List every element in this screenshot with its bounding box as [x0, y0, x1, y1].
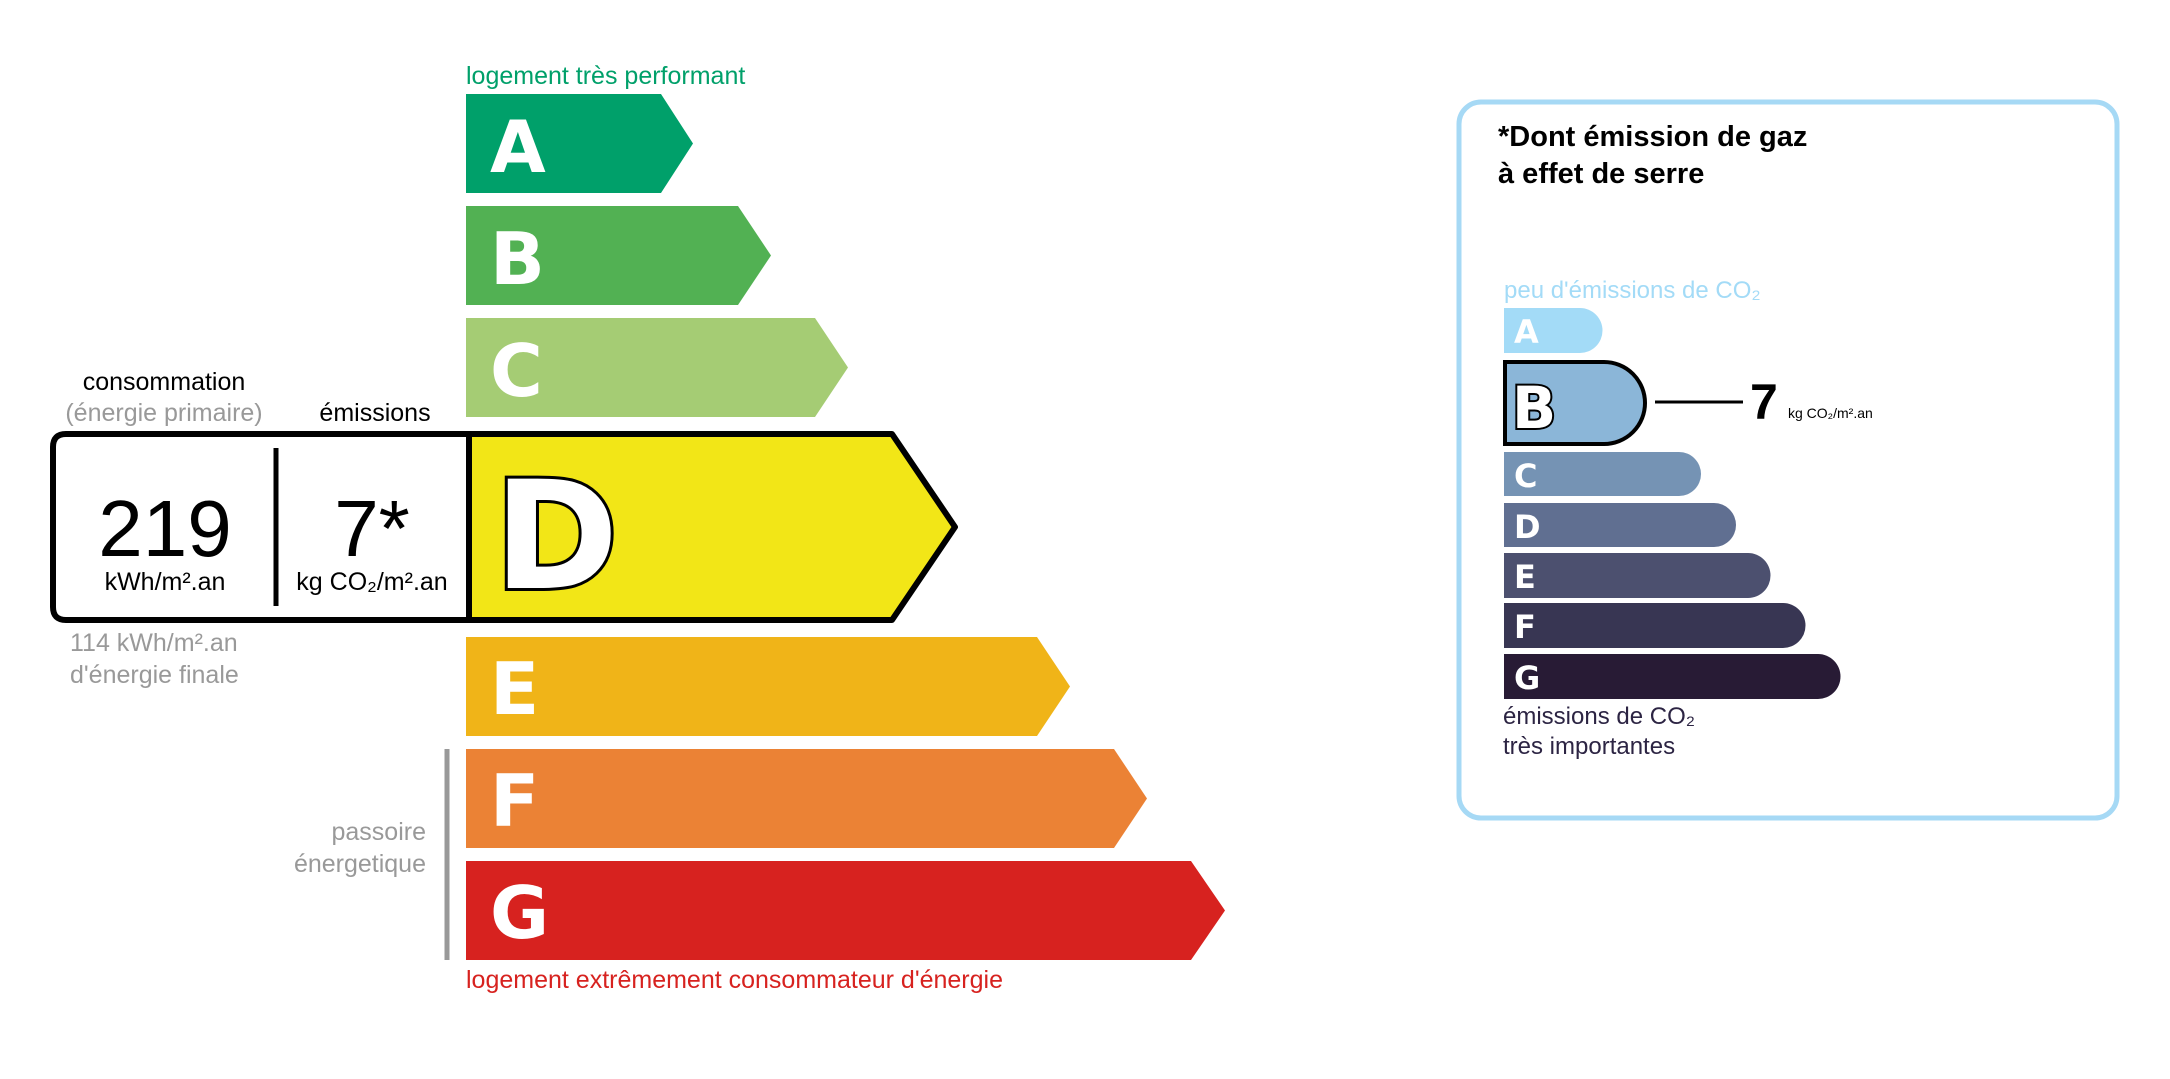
ges-bar-g: G	[1504, 654, 1841, 699]
consumption-sub: (énergie primaire)	[65, 399, 262, 427]
ges-letter-b: B	[1512, 374, 1556, 442]
ges-bar-d: D	[1504, 503, 1736, 547]
ges-letter-f: F	[1514, 608, 1536, 646]
energy-bar-a: A	[466, 94, 693, 193]
ges-bar-e: E	[1504, 553, 1771, 598]
ges-bar-f: F	[1504, 603, 1806, 648]
energy-bar-g: G	[466, 861, 1225, 960]
ges-bar-b-active: B 7 kg CO₂/m².an	[1503, 360, 1873, 446]
energy-letter-d: D	[494, 450, 619, 624]
energy-letter-f: F	[490, 759, 539, 843]
ges-letter-d: D	[1514, 508, 1541, 546]
consumption-value: 219	[98, 484, 231, 573]
ges-bottom-label-1: émissions de CO₂	[1503, 703, 1695, 730]
energy-letter-e: E	[490, 647, 539, 731]
energy-bar-f: F	[466, 749, 1147, 848]
ges-unit: kg CO₂/m².an	[1788, 405, 1873, 421]
passoire-label-2: énergetique	[294, 850, 426, 878]
ges-bar-a: A	[1504, 308, 1603, 353]
energy-bar-e: E	[466, 637, 1070, 736]
passoire-label-1: passoire	[332, 818, 427, 846]
energy-letter-c: C	[490, 329, 543, 413]
ges-top-label: peu d'émissions de CO₂	[1504, 277, 1761, 304]
ges-value: 7	[1750, 374, 1778, 430]
ges-letter-c: C	[1514, 457, 1537, 495]
energy-letter-a: A	[490, 105, 546, 189]
ges-letter-g: G	[1514, 659, 1540, 697]
final-energy-label: d'énergie finale	[70, 661, 239, 689]
ges-letter-a: A	[1514, 313, 1539, 351]
emissions-value: 7*	[334, 484, 410, 573]
ges-title-1: *Dont émission de gaz	[1498, 121, 1807, 153]
energy-top-label: logement très performant	[466, 62, 745, 90]
energy-bar-d-active: D 219 kWh/m².an 7* kg CO₂/m².an	[50, 431, 958, 627]
ges-title-2: à effet de serre	[1498, 158, 1704, 190]
final-energy-value: 114 kWh/m².an	[70, 629, 238, 657]
emissions-unit: kg CO₂/m².an	[296, 568, 447, 596]
ges-letter-e: E	[1514, 558, 1536, 596]
consumption-label: consommation	[83, 368, 246, 396]
ges-bottom-label-2: très importantes	[1503, 733, 1675, 760]
energy-bar-c: C	[466, 318, 848, 417]
energy-bottom-label: logement extrêmement consommateur d'éner…	[466, 966, 1003, 994]
energy-bar-b: B	[466, 206, 771, 305]
consumption-unit: kWh/m².an	[105, 568, 226, 596]
ges-bar-c: C	[1504, 452, 1701, 496]
energy-letter-g: G	[490, 871, 549, 955]
energy-letter-b: B	[490, 217, 545, 301]
emissions-label: émissions	[319, 399, 430, 427]
